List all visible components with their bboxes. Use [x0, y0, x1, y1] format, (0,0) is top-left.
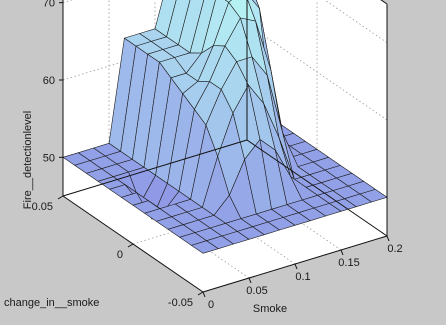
tick-mark [294, 263, 298, 270]
y-tick-labels: -0.05 0 0.05 [32, 201, 193, 309]
y-axis-title: change_in__smoke [4, 297, 99, 309]
x-tick-label: 0.1 [295, 271, 310, 283]
y-tick-label: 0.05 [32, 201, 53, 213]
tick-mark [340, 249, 344, 256]
surface-facet [359, 189, 388, 203]
grid-line [324, 0, 388, 43]
z-tick-label: 60 [43, 75, 55, 87]
tick-mark [202, 291, 206, 298]
tick-mark [197, 291, 204, 296]
surface-mesh [62, 0, 388, 254]
z-tick-label: 50 [43, 152, 55, 164]
x-tick-label: 0.05 [246, 285, 267, 297]
surface-facet [224, 0, 233, 3]
tick-mark [248, 277, 252, 284]
tick-mark [57, 195, 64, 200]
grid-line [246, 23, 388, 121]
floor-edge [246, 139, 388, 237]
floor-edge [62, 139, 248, 197]
x-axis-title: Smoke [253, 303, 287, 315]
y-tick-label: -0.05 [168, 297, 193, 309]
y-tick-label: 0 [117, 249, 123, 261]
z-tick-labels: 50 60 70 [43, 0, 55, 164]
tick-mark [127, 243, 134, 248]
z-tick-label: 70 [43, 0, 55, 10]
z-axis-title: Fire__detectionlevel [22, 111, 34, 209]
x-tick-label: 0.15 [338, 257, 359, 269]
surface-facet [154, 0, 177, 38]
x-tick-label: 0.2 [387, 243, 402, 255]
axes-frame [57, 0, 390, 298]
x-tick-label: 0 [208, 299, 214, 311]
tick-mark [386, 235, 390, 242]
x-tick-labels: 0 0.05 0.1 0.15 0.2 [208, 243, 403, 311]
